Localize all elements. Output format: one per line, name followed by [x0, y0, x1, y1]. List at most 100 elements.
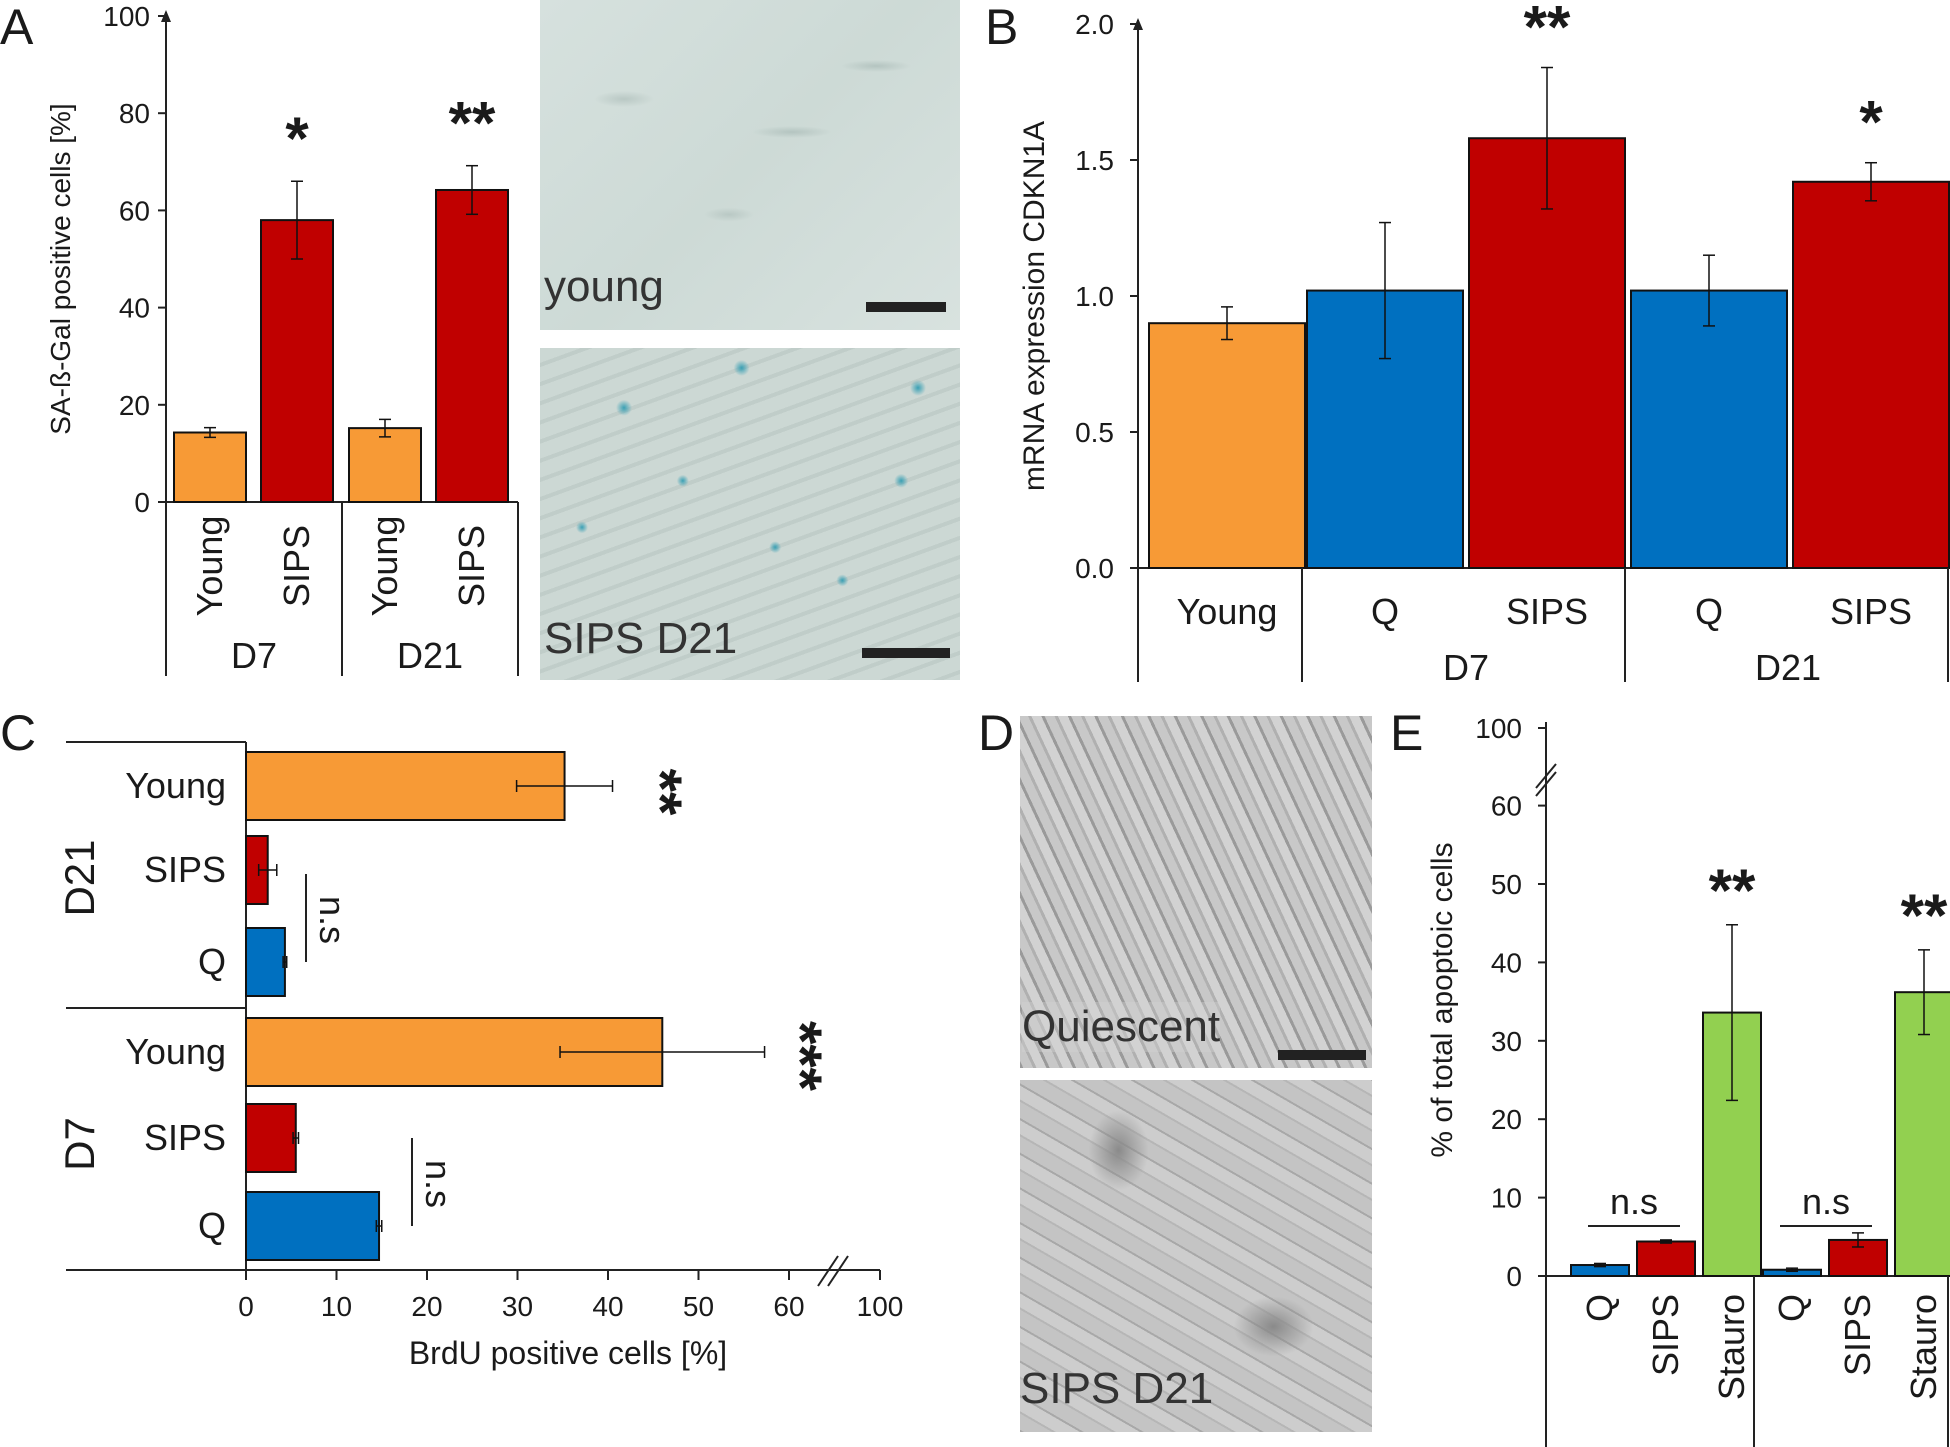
axis-break — [1535, 763, 1557, 789]
micrograph-a-sips: SIPS D21 — [540, 348, 960, 680]
panel-letter-a: A — [0, 0, 34, 55]
chart-c: 0 10 20 30 40 50 60 100 BrdU positive cells [%] Y… — [56, 741, 904, 1371]
x-tick-label: SIPS — [1837, 1294, 1878, 1376]
panel-letter-b: B — [985, 0, 1018, 55]
y-tick-label: 0.0 — [1075, 553, 1114, 584]
bar — [245, 1191, 381, 1261]
y-tick-label: 60 — [119, 195, 150, 226]
y-axis-title: % of total apoptoic cells — [1426, 842, 1459, 1157]
x-tick-label: SIPS — [1830, 591, 1912, 632]
scale-bar — [1278, 1050, 1366, 1060]
y-tick-label: 80 — [119, 98, 150, 129]
bar — [1636, 1240, 1696, 1278]
y-tick-label: 1.5 — [1075, 145, 1114, 176]
y-tick-label: Young — [125, 1031, 226, 1072]
x-tick-label: Q — [1695, 591, 1723, 632]
micrograph-d-quiescent: Quiescent — [1020, 716, 1372, 1068]
x-tick-label: Young — [189, 516, 230, 617]
scale-bar — [866, 302, 946, 312]
group-label: D7 — [56, 1117, 103, 1171]
y-tick-label: 0 — [1506, 1261, 1522, 1292]
y-tick-label: 30 — [1491, 1026, 1522, 1057]
significance-label: * — [285, 105, 309, 172]
y-axis-title: SA-ß-Gal positive cells [%] — [45, 103, 76, 434]
chart-e: 0 10 20 30 40 50 60 100 % of total apoptoic cell… — [1426, 713, 1950, 1447]
bar — [173, 431, 247, 504]
y-tick-label: Q — [198, 941, 226, 982]
y-tick-label: Q — [198, 1205, 226, 1246]
ns-label: n.s — [1610, 1181, 1658, 1222]
y-tick-label: SIPS — [144, 849, 226, 890]
y-axis-title: mRNA expression CDKN1A — [1018, 121, 1051, 491]
chart-a: 0 20 40 60 80 100 SA-ß-Gal positive cells [%] Y… — [45, 1, 519, 676]
y-tick-label: 100 — [103, 1, 150, 32]
y-tick-label: 40 — [119, 293, 150, 324]
x-tick-label: SIPS — [1645, 1294, 1686, 1376]
bar — [260, 219, 334, 503]
micrograph-d-sips: SIPS D21 — [1020, 1080, 1372, 1432]
bar — [245, 751, 566, 821]
panel-letter-e: E — [1390, 705, 1423, 761]
y-tick-label: 0.5 — [1075, 417, 1114, 448]
significance-label: ** — [627, 769, 694, 816]
y-tick-label: 40 — [1491, 947, 1522, 978]
y-tick-label: 2.0 — [1075, 9, 1114, 40]
group-label: D7 — [1443, 647, 1489, 688]
bar — [1792, 180, 1950, 569]
x-tick-label: Q — [1579, 1294, 1620, 1322]
bar — [435, 188, 509, 503]
axis-break — [1535, 771, 1557, 797]
axis-break — [827, 1255, 849, 1287]
x-tick-label: Q — [1371, 591, 1399, 632]
axis-break — [817, 1255, 839, 1287]
micrograph-a-young: young — [540, 0, 960, 330]
panel-letter-d: D — [978, 705, 1014, 761]
ns-label: n.s — [312, 896, 353, 944]
micrograph-d-sips-caption: SIPS D21 — [1020, 1364, 1214, 1413]
y-tick-label: 60 — [1491, 791, 1522, 822]
micrograph-a-sips-caption: SIPS D21 — [544, 614, 738, 663]
x-tick-label: SIPS — [1506, 591, 1588, 632]
significance-label: *** — [767, 1021, 834, 1092]
y-tick-label: Young — [125, 765, 226, 806]
micrograph-d-quiescent-caption: Quiescent — [1022, 1002, 1221, 1052]
bar — [1894, 991, 1950, 1278]
y-tick-label: 20 — [1491, 1104, 1522, 1135]
bar — [1630, 289, 1788, 569]
ns-label: n.s — [1802, 1181, 1850, 1222]
x-tick-label: 60 — [773, 1291, 804, 1322]
x-tick-label: SIPS — [276, 525, 317, 607]
y-tick-label: 20 — [119, 390, 150, 421]
x-tick-label: 40 — [592, 1291, 623, 1322]
ns-label: n.s — [418, 1160, 459, 1208]
group-label: D21 — [397, 635, 463, 676]
x-tick-label: Young — [364, 516, 405, 617]
y-tick-label: 1.0 — [1075, 281, 1114, 312]
bar — [1468, 137, 1626, 570]
x-tick-label: Stauro — [1903, 1294, 1944, 1400]
x-tick-label: 10 — [321, 1291, 352, 1322]
significance-label: ** — [1524, 0, 1571, 61]
significance-label: * — [1859, 89, 1883, 156]
x-axis-title: BrdU positive cells [%] — [409, 1335, 727, 1371]
bar — [245, 1103, 297, 1173]
x-tick-label: Stauro — [1711, 1294, 1752, 1400]
group-label: D7 — [231, 635, 277, 676]
micrograph-a-young-caption: young — [544, 262, 664, 311]
significance-label: ** — [1709, 857, 1756, 924]
x-tick-label: 20 — [411, 1291, 442, 1322]
x-tick-label: 30 — [502, 1291, 533, 1322]
significance-label: ** — [449, 90, 496, 157]
chart-b: 0.0 0.5 1.0 1.5 2.0 mRNA expression CDKN1A You… — [1018, 0, 1950, 688]
x-tick-label: 50 — [683, 1291, 714, 1322]
significance-label: ** — [1901, 882, 1948, 949]
x-tick-label: 100 — [857, 1291, 904, 1322]
group-label: D21 — [56, 839, 103, 916]
scale-bar — [862, 648, 950, 658]
bar — [348, 427, 422, 503]
x-tick-label: 0 — [238, 1291, 254, 1322]
y-tick-label: 0 — [134, 487, 150, 518]
bar — [1148, 322, 1306, 570]
y-tick-label: 10 — [1491, 1183, 1522, 1214]
